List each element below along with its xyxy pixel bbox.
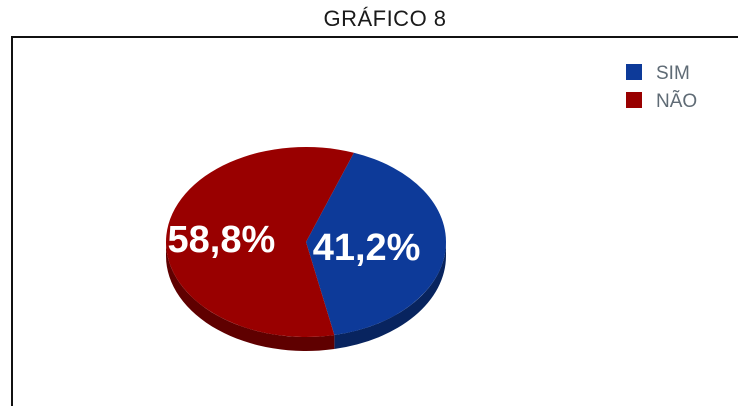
legend-label-n-o: NÃO: [656, 90, 697, 112]
chart-legend: SIM NÃO: [626, 63, 697, 112]
chart-title: GRÁFICO 8: [323, 6, 447, 31]
pie-wall-sim: [334, 242, 447, 350]
slice-label-n-o: 58,8%: [168, 219, 276, 261]
legend-swatch-sim: [626, 64, 642, 80]
pie-plot-area: 41,2% 58,8%: [166, 147, 447, 352]
chart-frame: [11, 36, 738, 406]
legend-label-sim: SIM: [656, 63, 690, 84]
pie-wall-n-o: [166, 242, 335, 352]
pie-slice-n-o[interactable]: [166, 147, 354, 338]
slice-label-sim: 41,2%: [313, 227, 421, 269]
legend-swatch-n-o: [626, 92, 642, 108]
pie-slice-sim[interactable]: [306, 152, 446, 336]
